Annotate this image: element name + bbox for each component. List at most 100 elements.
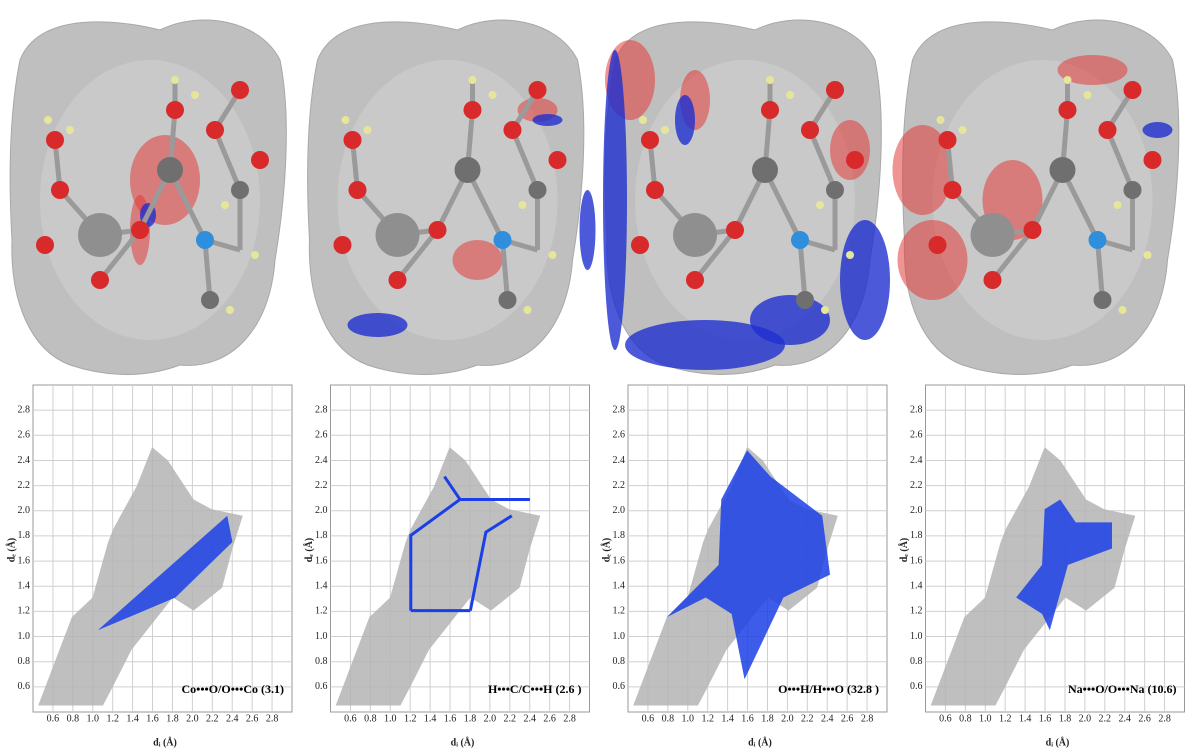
figure: 0.6 0.8 1.0 1.2 1.4 1.6 1.8 2.0 2.2 2.4 2.6 2.8 0.6 0…: [0, 0, 1190, 751]
carbon-atom: [231, 181, 249, 199]
y-tick-label: 2.2: [18, 480, 31, 491]
hydrogen-atom: [191, 91, 199, 99]
y-tick-label: 0.6: [910, 681, 923, 692]
x-tick-label: 0.6: [344, 713, 357, 724]
oxygen-atom: [349, 181, 367, 199]
y-tick-label: 0.6: [613, 681, 626, 692]
carbon-atom: [752, 157, 778, 183]
x-tick-label: 1.0: [87, 713, 100, 724]
oxygen-atom: [429, 221, 447, 239]
oxygen-atom: [984, 271, 1002, 289]
carbon-atom: [201, 291, 219, 309]
x-tick-label: 1.2: [701, 713, 714, 724]
x-tick-label: 2.8: [1158, 713, 1171, 724]
y-tick-label: 2.4: [910, 455, 923, 466]
y-tick-label: 2.2: [910, 480, 923, 491]
x-tick-label: 1.6: [741, 713, 754, 724]
oxygen-atom: [1144, 151, 1162, 169]
x-tick-label: 2.6: [543, 713, 556, 724]
x-tick-label: 2.4: [1118, 713, 1131, 724]
x-tick-label: 1.0: [682, 713, 695, 724]
x-tick-label: 1.2: [404, 713, 417, 724]
carbon-atom: [1050, 157, 1076, 183]
x-axis-label: dᵢ (Å): [153, 736, 177, 748]
oxygen-atom: [1059, 101, 1077, 119]
oxygen-atom: [529, 81, 547, 99]
x-tick-label: 0.8: [959, 713, 972, 724]
oxygen-atom: [801, 121, 819, 139]
surface-blue-spot: [533, 114, 563, 126]
hydrogen-atom: [469, 76, 477, 84]
hydrogen-atom: [524, 306, 532, 314]
x-tick-label: 2.8: [861, 713, 874, 724]
hydrogen-atom: [364, 126, 372, 134]
oxygen-atom: [334, 236, 352, 254]
nitrogen-atom: [791, 231, 809, 249]
x-tick-label: 2.2: [801, 713, 814, 724]
y-axis-label: dₑ (Å): [600, 538, 612, 563]
hydrogen-atom: [816, 201, 824, 209]
x-tick-label: 2.2: [1099, 713, 1112, 724]
hirshfeld-surface: [603, 20, 890, 374]
cobalt-atom: [673, 213, 717, 257]
x-axis-label: dᵢ (Å): [451, 736, 475, 748]
oxygen-atom: [36, 236, 54, 254]
y-tick-label: 2.6: [910, 430, 923, 441]
x-tick-label: 0.8: [364, 713, 377, 724]
contact-annotation: Co•••O/O•••Co (3.1): [181, 682, 284, 696]
y-tick-label: 2.8: [315, 404, 328, 415]
oxygen-atom: [929, 236, 947, 254]
x-tick-label: 1.6: [1039, 713, 1052, 724]
x-tick-label: 0.6: [939, 713, 952, 724]
y-tick-label: 2.8: [18, 404, 31, 415]
oxygen-atom: [344, 131, 362, 149]
x-tick-label: 1.8: [761, 713, 774, 724]
nitrogen-atom: [494, 231, 512, 249]
oxygen-atom: [251, 151, 269, 169]
oxygen-atom: [944, 181, 962, 199]
hydrogen-atom: [251, 251, 259, 259]
x-tick-label: 1.0: [384, 713, 397, 724]
hydrogen-atom: [226, 306, 234, 314]
y-tick-label: 2.4: [315, 455, 328, 466]
surface-red-spot: [830, 120, 870, 180]
hydrogen-atom: [1064, 76, 1072, 84]
x-axis-label: dᵢ (Å): [748, 736, 772, 748]
y-tick-label: 1.4: [910, 581, 923, 592]
oxygen-atom: [91, 271, 109, 289]
oxygen-atom: [726, 221, 744, 239]
y-tick-label: 1.8: [18, 530, 31, 541]
surface-blue-spot: [1143, 122, 1173, 138]
y-tick-label: 0.8: [18, 656, 31, 667]
carbon-atom: [1124, 181, 1142, 199]
hydrogen-atom: [821, 306, 829, 314]
y-tick-label: 2.2: [613, 480, 626, 491]
hydrogen-atom: [846, 251, 854, 259]
oxygen-atom: [646, 181, 664, 199]
y-tick-label: 2.8: [910, 404, 923, 415]
oxygen-atom: [641, 131, 659, 149]
y-tick-label: 1.8: [910, 530, 923, 541]
x-tick-label: 2.0: [186, 713, 199, 724]
contact-annotation: Na•••O/O•••Na (10.6): [1068, 682, 1177, 696]
hirshfeld-surface: [893, 20, 1179, 374]
oxygen-atom: [206, 121, 224, 139]
y-tick-label: 0.8: [910, 656, 923, 667]
y-tick-label: 2.0: [910, 505, 923, 516]
x-tick-label: 2.0: [484, 713, 497, 724]
x-tick-label: 0.6: [642, 713, 655, 724]
x-tick-label: 1.6: [444, 713, 457, 724]
hydrogen-atom: [937, 116, 945, 124]
hydrogen-atom: [489, 91, 497, 99]
x-tick-label: 1.4: [126, 713, 139, 724]
y-tick-label: 2.4: [613, 455, 626, 466]
surface-blue-spot: [603, 50, 627, 350]
surface-blue-spot: [840, 220, 890, 340]
y-tick-label: 2.8: [613, 404, 626, 415]
x-tick-label: 2.0: [1079, 713, 1092, 724]
y-tick-label: 1.2: [315, 606, 328, 617]
carbon-atom: [826, 181, 844, 199]
surface-blue-spot: [675, 95, 695, 145]
oxygen-atom: [761, 101, 779, 119]
oxygen-atom: [231, 81, 249, 99]
